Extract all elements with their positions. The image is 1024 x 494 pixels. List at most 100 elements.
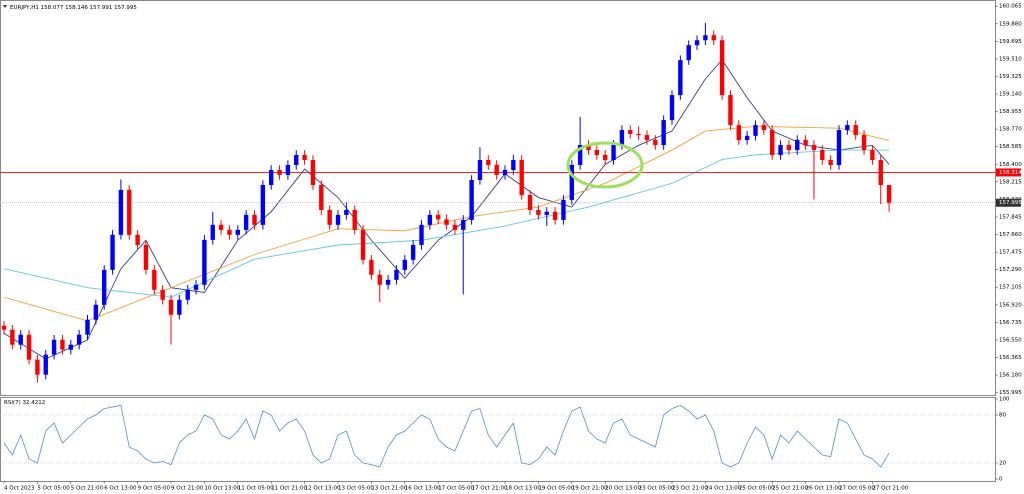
candle-body — [452, 224, 458, 230]
candle-body — [152, 269, 157, 290]
candle-body — [35, 359, 40, 375]
rsi-line — [3, 404, 890, 468]
y-tick-label: 156.735 — [999, 320, 1022, 326]
candle-body — [377, 274, 382, 285]
candle-body — [477, 160, 483, 180]
x-tick-label: 25 Oct 05:00 — [739, 486, 775, 492]
x-tick-label: 16 Oct 13:00 — [405, 486, 441, 492]
candle-body — [820, 150, 825, 161]
candle-body — [828, 160, 833, 165]
candle-body — [135, 234, 140, 245]
x-tick-label: 26 Oct 13:00 — [806, 486, 842, 492]
x-tick-label: 13 Oct 05:00 — [338, 486, 374, 492]
y-tick-label: 157.660 — [999, 232, 1022, 238]
header-value: 158.077 — [41, 5, 64, 11]
price-label: 158.314 — [999, 170, 1022, 176]
candle-body — [360, 229, 366, 260]
candle-body — [728, 95, 733, 126]
y-tick-label: 158.585 — [999, 144, 1022, 150]
y-tick-label: 156.365 — [999, 355, 1022, 361]
y-tick-label: 80 — [999, 413, 1006, 419]
x-tick-label: 4 Oct 2023 — [4, 486, 35, 492]
candle-body — [294, 154, 299, 165]
candle-body — [795, 139, 800, 151]
candle-body — [461, 219, 466, 230]
candle-body — [770, 130, 775, 155]
x-tick-label: 17 Oct 21:00 — [472, 486, 508, 492]
candle-body — [552, 211, 558, 220]
candle-body — [644, 135, 650, 140]
y-tick-label: 158.215 — [999, 179, 1022, 185]
x-tick-label: 6 Oct 13:00 — [104, 486, 137, 492]
candle-body — [853, 125, 858, 136]
header-value: 158.146 — [65, 5, 88, 11]
candle-body — [285, 164, 291, 175]
candle-body — [18, 334, 23, 345]
y-tick-label: 157.290 — [999, 267, 1022, 273]
price-panel — [0, 0, 996, 396]
candle-body — [118, 189, 124, 235]
candle-body — [870, 150, 875, 161]
candle-body — [711, 35, 716, 41]
x-tick-label: 24 Oct 13:00 — [705, 486, 741, 492]
candle-body — [744, 135, 750, 140]
header-value: 157.991 — [90, 5, 113, 11]
x-tick-label: 13 Oct 21:00 — [371, 486, 407, 492]
candle-body — [703, 35, 708, 41]
candle-body — [243, 214, 249, 230]
candle-body — [202, 239, 207, 285]
candle-body — [252, 214, 257, 225]
candle-body — [761, 125, 767, 131]
moving-average — [3, 125, 890, 322]
y-tick-label: 157.105 — [999, 285, 1022, 291]
y-tick-label: 159.880 — [999, 21, 1022, 27]
x-tick-label: 12 Oct 13:00 — [305, 486, 341, 492]
y-tick-label: 159.325 — [999, 74, 1022, 80]
candle-body — [836, 130, 842, 165]
candle-body — [636, 133, 641, 136]
price-label-box — [996, 168, 1021, 177]
y-tick-label: 158.400 — [999, 162, 1022, 168]
candle-body — [577, 145, 583, 165]
candle-body — [686, 45, 691, 61]
y-tick-label: 159.510 — [999, 56, 1022, 62]
y-tick-label: 155.995 — [999, 390, 1022, 396]
rsi-header-part: 32.4212 — [22, 400, 45, 406]
x-tick-label: 10 Oct 13:00 — [204, 486, 240, 492]
x-tick-label: 25 Oct 21:00 — [772, 486, 808, 492]
x-tick-label: 5 Oct 05:00 — [37, 486, 70, 492]
x-tick-label: 20 Oct 13:00 — [605, 486, 641, 492]
candle-body — [511, 160, 516, 170]
x-tick-label: 27 Oct 21:00 — [872, 486, 908, 492]
candle-body — [1, 325, 7, 330]
candle-body — [661, 120, 666, 146]
y-tick-label: 156.550 — [999, 337, 1022, 343]
y-tick-label: 0 — [999, 477, 1003, 483]
candle-body — [210, 224, 215, 240]
candle-body — [185, 289, 190, 300]
header-value: 157.995 — [114, 5, 137, 11]
candle-body — [218, 224, 224, 230]
candle-body — [486, 160, 491, 165]
y-tick-label: 157.475 — [999, 250, 1022, 256]
candle-body — [127, 189, 132, 235]
candle-body — [619, 130, 625, 146]
candle-body — [419, 224, 424, 245]
candle-body — [369, 259, 374, 275]
plot-layer — [0, 5, 998, 484]
candle-body — [628, 130, 633, 134]
candle-body — [93, 304, 99, 320]
candle-body — [327, 209, 332, 225]
candle-body — [177, 299, 182, 315]
x-tick-label: 11 Oct 05:00 — [238, 486, 274, 492]
candle-body — [410, 244, 416, 260]
candle-body — [878, 160, 883, 185]
x-tick-label: 18 Oct 13:00 — [505, 486, 541, 492]
candle-body — [260, 184, 266, 225]
candle-body — [76, 334, 82, 345]
y-tick-label: 158.770 — [999, 127, 1022, 133]
candle-body — [102, 269, 107, 305]
candle-body — [85, 319, 90, 335]
candle-body — [402, 259, 407, 270]
